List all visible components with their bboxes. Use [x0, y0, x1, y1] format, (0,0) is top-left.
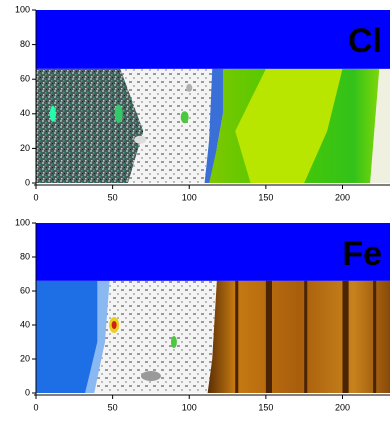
map-band — [36, 10, 390, 69]
x-tick-label: 50 — [108, 192, 118, 202]
map-spot — [180, 111, 189, 124]
x-tick-label: 200 — [335, 402, 350, 412]
map-region — [85, 280, 110, 393]
y-tick-label: 60 — [20, 74, 30, 84]
y-tick-label: 60 — [20, 285, 30, 295]
y-tick-label: 0 — [25, 177, 30, 187]
map-streak — [265, 280, 272, 393]
map-spot — [170, 336, 177, 348]
y-tick-label: 100 — [15, 4, 30, 14]
y-tick-label: 0 — [25, 387, 30, 397]
x-tick-label: 0 — [33, 402, 38, 412]
map-band — [36, 223, 390, 281]
x-tick-label: 150 — [258, 402, 273, 412]
x-tick-label: 200 — [335, 192, 350, 202]
map-region — [235, 68, 343, 183]
panel: Cl 0 20 40 60 80 100 0 50 100 150 200 — [15, 4, 390, 202]
map-spot — [134, 135, 147, 144]
y-tick-label: 80 — [20, 39, 30, 49]
y-tick-label: 100 — [15, 217, 30, 227]
x-tick-label: 100 — [182, 192, 197, 202]
map-streak — [304, 280, 308, 393]
map-streak — [235, 280, 239, 393]
map-spot — [111, 321, 117, 329]
element-label: Fe — [342, 235, 382, 273]
x-tick-label: 150 — [258, 192, 273, 202]
map-spot — [140, 371, 161, 381]
x-tick-label: 0 — [33, 192, 38, 202]
map-spot — [114, 104, 123, 123]
map-region — [89, 280, 220, 393]
x-tick-label: 50 — [108, 402, 118, 412]
y-tick-label: 20 — [20, 143, 30, 153]
map-region — [204, 68, 227, 183]
map-region — [207, 280, 390, 393]
map-region — [370, 68, 390, 183]
y-tick-label: 40 — [20, 319, 30, 329]
map-region — [120, 68, 220, 183]
map-spot — [49, 105, 56, 122]
y-tick-label: 80 — [20, 251, 30, 261]
map-spot — [186, 83, 193, 92]
y-tick-label: 40 — [20, 108, 30, 118]
element-label: Cl — [348, 22, 382, 60]
map-region — [36, 68, 144, 183]
y-tick-label: 20 — [20, 353, 30, 363]
x-tick-label: 100 — [182, 402, 197, 412]
map-streak — [373, 280, 377, 393]
map-streak — [342, 280, 349, 393]
panel: Fe 0 20 40 60 80 100 0 50 100 150 200 — [15, 217, 390, 412]
